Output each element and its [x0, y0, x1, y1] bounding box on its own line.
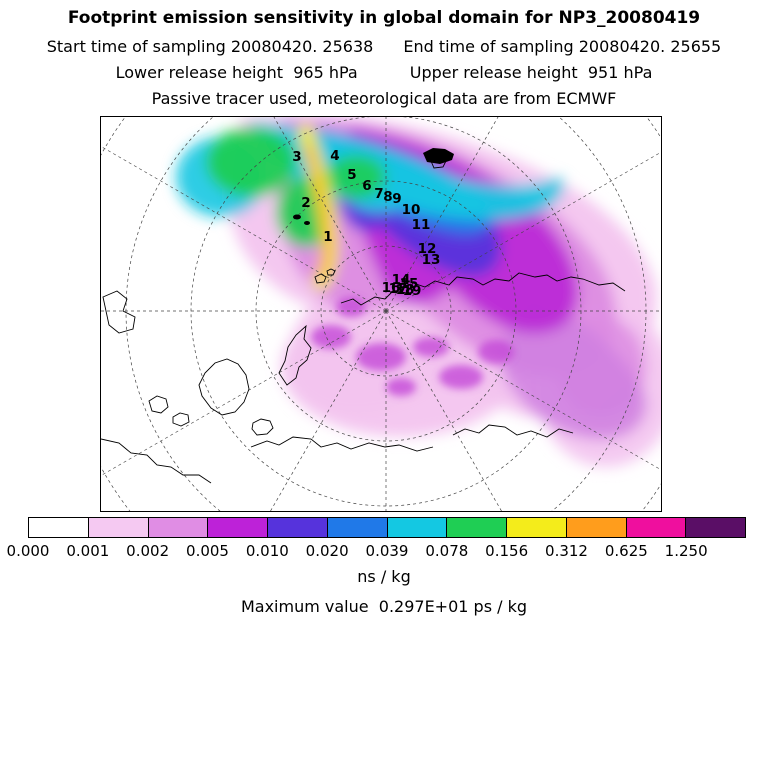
- trajectory-point-label: 9: [392, 191, 401, 207]
- colorbar-tick-label: 0.156: [485, 542, 529, 560]
- coastlines: [101, 157, 626, 484]
- trajectory-point-label: 3: [292, 149, 301, 165]
- trajectory-point-label: 14: [392, 272, 411, 288]
- lower-release-text: Lower release height 965 hPa: [115, 63, 358, 82]
- colorbar-segment: [87, 518, 148, 537]
- tracer-note-row: Passive tracer used, meteorological data…: [0, 89, 768, 108]
- colorbar-segment: [506, 518, 566, 537]
- page-title: Footprint emission sensitivity in global…: [67, 8, 701, 28]
- island-marks: [293, 148, 454, 225]
- upper-release-text: Upper release height 951 hPa: [409, 63, 653, 82]
- colorbar-tick-label: 0.020: [305, 542, 349, 560]
- colorbar-segment: [267, 518, 327, 537]
- colorbar-tick-label: 0.005: [186, 542, 229, 560]
- graticule: [101, 117, 661, 511]
- colorbar: [28, 517, 746, 538]
- figure-title-row: Footprint emission sensitivity in global…: [0, 8, 768, 28]
- trajectory-point-label: 15: [400, 276, 419, 292]
- colorbar-tick-label: 0.000: [6, 542, 50, 560]
- trajectory-point-label: 4: [330, 148, 339, 164]
- trajectory-point-label: 12: [418, 241, 437, 257]
- sampling-end-text: End time of sampling 20080420. 25655: [403, 37, 722, 56]
- colorbar-segment: [565, 518, 626, 537]
- trajectory-point-label: 7: [374, 186, 383, 202]
- colorbar-tick-label: 0.010: [245, 542, 289, 560]
- trajectory-point-label: 13: [422, 252, 441, 268]
- colorbar-segment: [29, 518, 88, 537]
- colorbar-segment: [326, 518, 387, 537]
- trajectory-point-label: 10: [402, 202, 421, 218]
- footprint-map: 1 2 3 4 5 6 7 8 9 10 11 12 13 14 15 16 1…: [101, 117, 661, 511]
- colorbar-segment: [147, 518, 208, 537]
- trajectory-point-label: 18: [396, 282, 415, 298]
- trajectory-point-label: 1: [323, 229, 332, 245]
- colorbar-tick-label: 0.039: [365, 542, 409, 560]
- trajectory-point-label: 2: [301, 195, 310, 211]
- colorbar-segment: [446, 518, 506, 537]
- max-value-text: Maximum value 0.297E+01 ps / kg: [240, 597, 528, 616]
- sampling-times-row: Start time of sampling 20080420. 25638 E…: [0, 37, 768, 56]
- trajectory-point-label: 17: [389, 281, 408, 297]
- colorbar-segment: [386, 518, 447, 537]
- colorbar-tick-labels: 0.000 0.001 0.002 0.005 0.010 0.020 0.03…: [7, 542, 746, 560]
- sampling-start-text: Start time of sampling 20080420. 25638: [46, 37, 374, 56]
- colorbar-segment: [207, 518, 267, 537]
- colorbar-tick-label: 0.312: [545, 542, 588, 560]
- trajectory-point-label: 19: [403, 283, 422, 299]
- colorbar-tick-label: 0.002: [126, 542, 170, 560]
- colorbar-tick-label: 0.001: [66, 542, 110, 560]
- colorbar-units: ns / kg: [357, 567, 411, 586]
- colorbar-tick-label: 0.078: [425, 542, 469, 560]
- tracer-note-text: Passive tracer used, meteorological data…: [151, 89, 617, 108]
- colorbar-segment: [625, 518, 686, 537]
- colorbar-segment: [685, 518, 745, 537]
- trajectory-point-label: 16: [382, 280, 401, 296]
- trajectory-point-label: 11: [412, 217, 431, 233]
- sensitivity-speckles: [311, 297, 514, 396]
- trajectory-point-label: 5: [347, 167, 356, 183]
- colorbar-tick-label: 1.250: [664, 542, 708, 560]
- release-heights-row: Lower release height 965 hPa Upper relea…: [0, 63, 768, 82]
- trajectory-point-label: 8: [383, 189, 392, 205]
- trajectory-point-label: 6: [362, 178, 371, 194]
- map-panel: 1 2 3 4 5 6 7 8 9 10 11 12 13 14 15 16 1…: [100, 116, 662, 512]
- colorbar-tick-label: 0.625: [604, 542, 648, 560]
